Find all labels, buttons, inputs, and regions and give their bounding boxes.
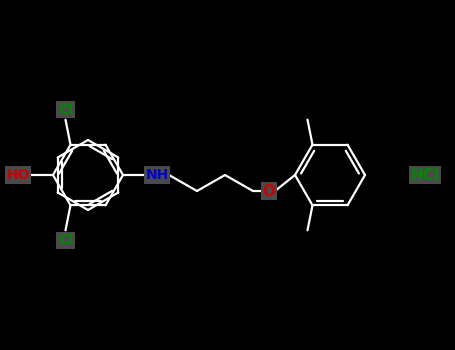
Text: O: O [263, 183, 275, 198]
Text: NH: NH [146, 168, 169, 182]
Text: Cl: Cl [58, 233, 73, 247]
Text: Cl: Cl [58, 103, 73, 117]
Text: HO: HO [6, 168, 30, 182]
Text: HCl: HCl [410, 168, 440, 182]
